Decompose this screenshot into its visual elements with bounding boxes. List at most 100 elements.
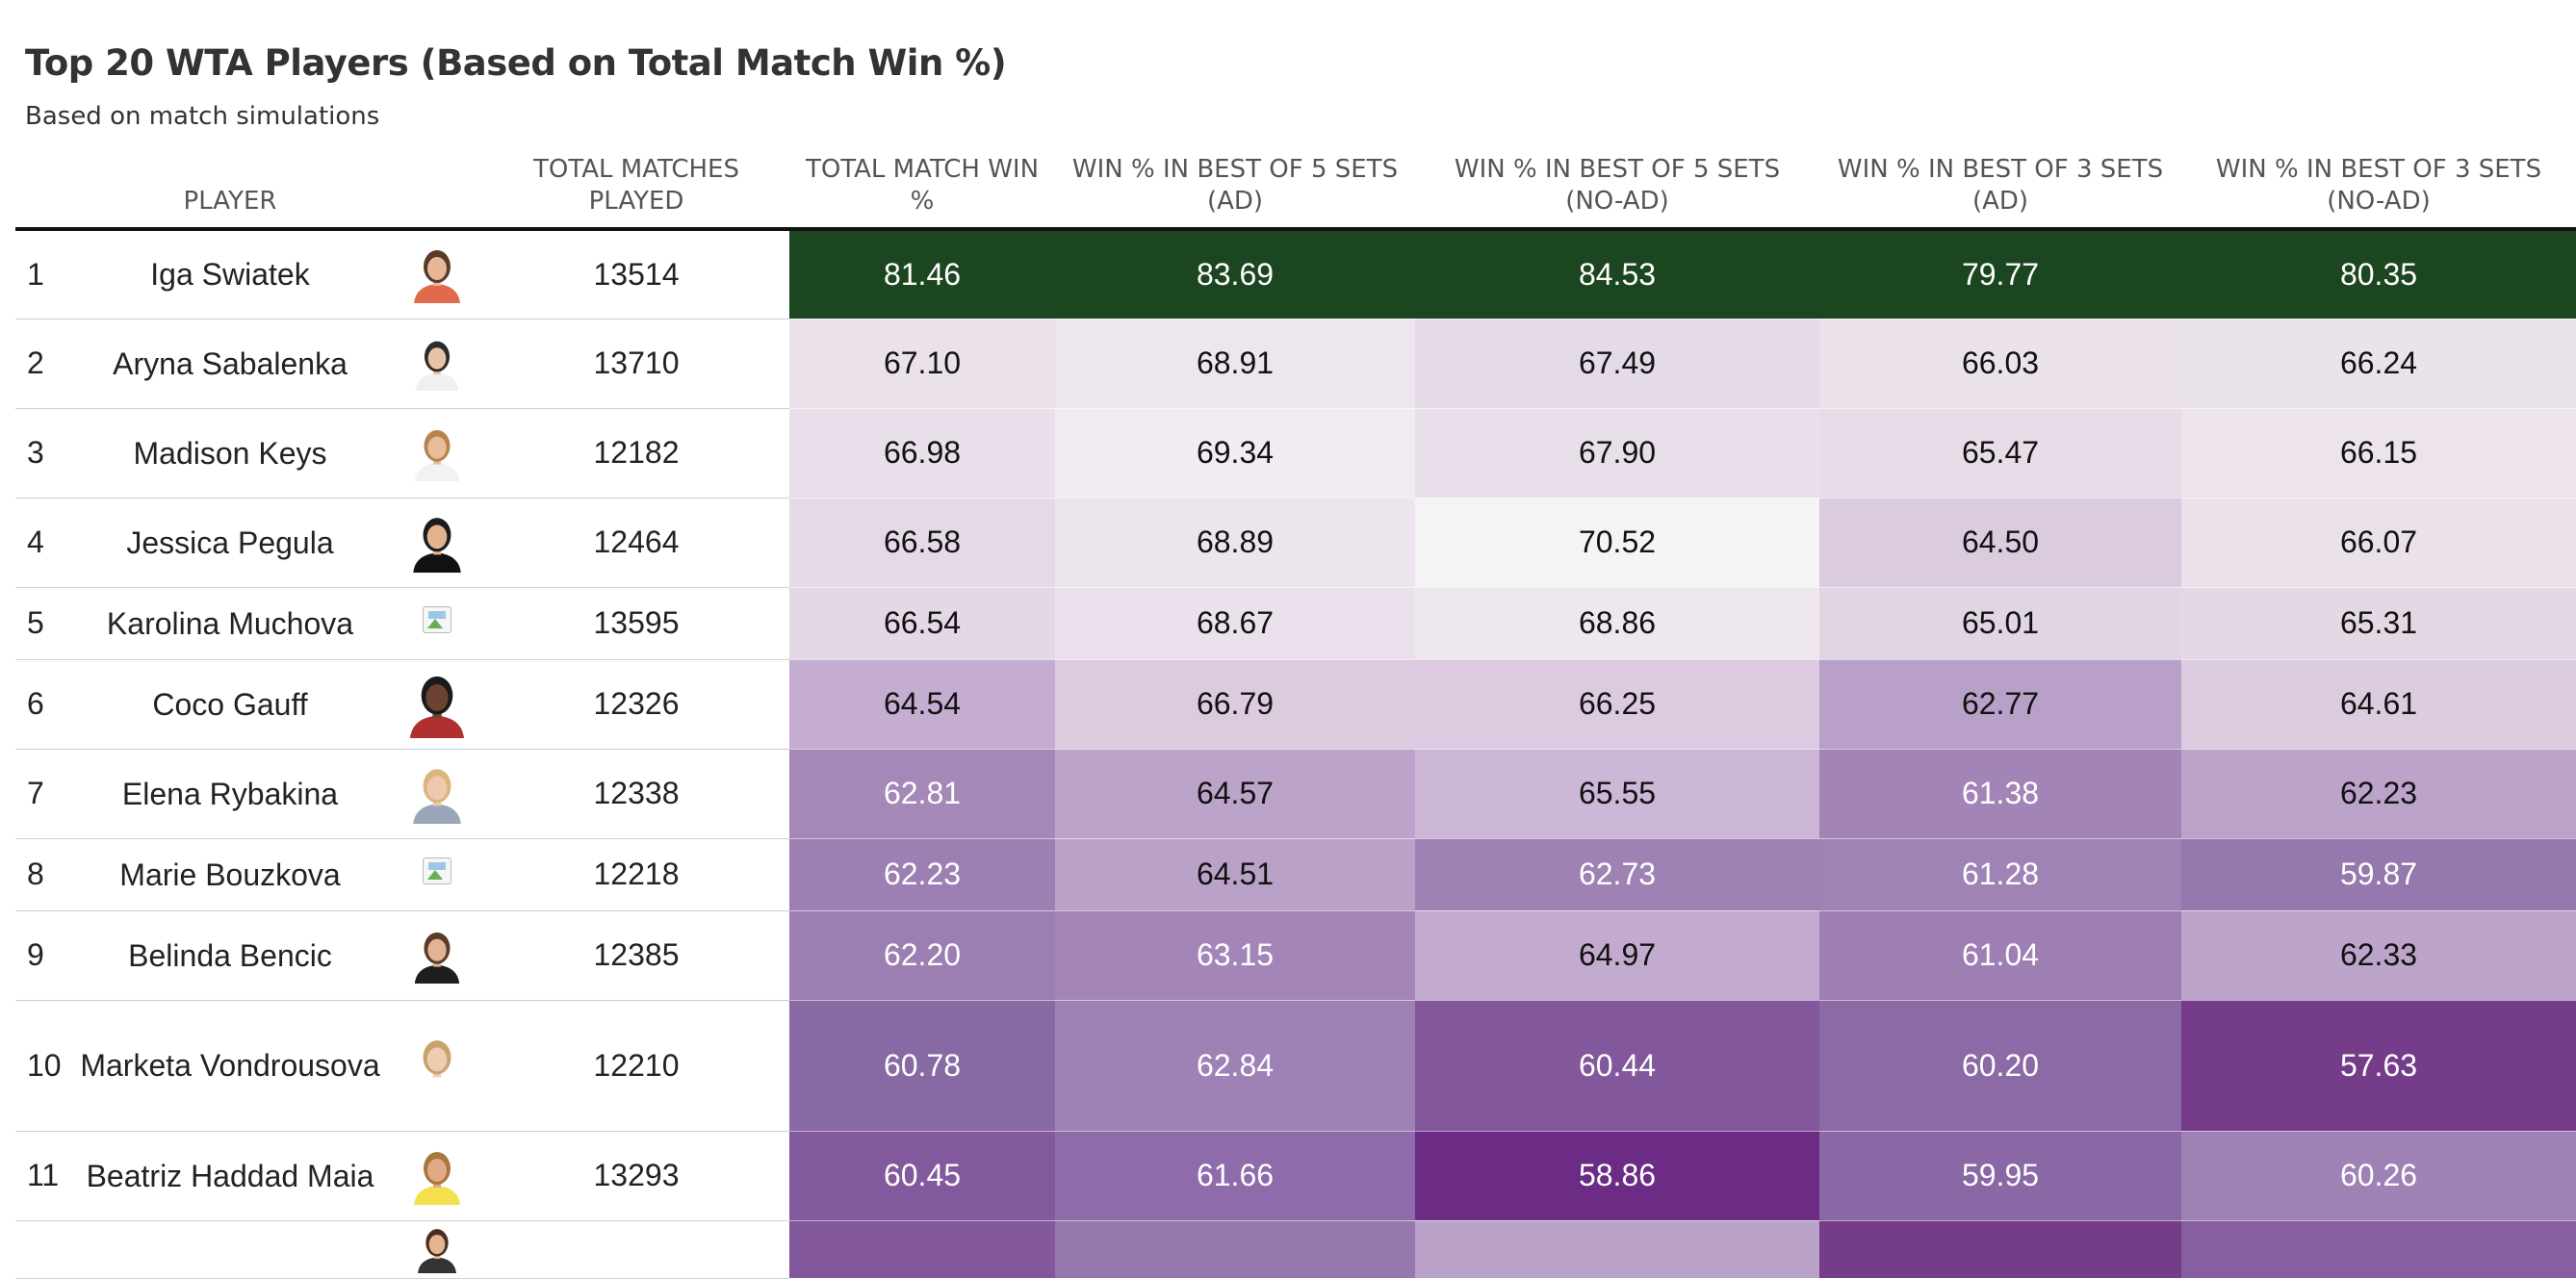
bo3-ad-cell: 79.77 <box>1819 229 2181 320</box>
player-image-cell <box>391 498 483 588</box>
player-name-cell: Elena Rybakina <box>69 749 391 839</box>
bo3-noad-cell: 66.24 <box>2181 319 2576 409</box>
bo5-noad-cell: 58.86 <box>1415 1131 1819 1221</box>
table-row: 3 Madison Keys 12182 66.98 69.34 67.90 65.47 66… <box>15 408 2576 499</box>
bo5-ad-cell: 61.66 <box>1055 1131 1415 1221</box>
player-name-cell <box>69 1220 391 1279</box>
total-match-win-cell: 60.45 <box>789 1131 1055 1221</box>
player-headshot <box>418 1229 456 1273</box>
bo5-noad-cell: 70.52 <box>1415 498 1819 588</box>
table-row: 6 Coco Gauff 12326 64.54 66.79 66.25 62.77 64.6… <box>15 659 2576 750</box>
bo5-noad-cell: 64.97 <box>1415 910 1819 1001</box>
bo5-noad-cell: 67.49 <box>1415 319 1819 409</box>
table-row: 11 Beatriz Haddad Maia 13293 60.45 61.66 58.8… <box>15 1131 2576 1221</box>
rank-cell: 4 <box>15 498 69 588</box>
matches-played-cell: 13514 <box>483 229 789 320</box>
rank-cell: 1 <box>15 229 69 320</box>
bo5-ad-cell: 64.51 <box>1055 838 1415 911</box>
table-subtitle: Based on match simulations <box>25 102 380 131</box>
table-header: PLAYER TOTAL MATCHES PLAYED TOTAL MATCH … <box>15 150 2576 231</box>
header-player: PLAYER <box>69 150 391 231</box>
total-match-win-cell: 62.81 <box>789 749 1055 839</box>
player-name-cell: Marie Bouzkova <box>69 838 391 911</box>
bo3-ad-cell: 62.77 <box>1819 659 2181 750</box>
bo5-ad-cell: 63.15 <box>1055 910 1415 1001</box>
bo5-ad-cell: 68.89 <box>1055 498 1415 588</box>
bo3-ad-cell: 65.01 <box>1819 587 2181 660</box>
player-name-cell: Iga Swiatek <box>69 229 391 320</box>
bo5-noad-cell: 68.86 <box>1415 587 1819 660</box>
bo3-noad-cell: 66.15 <box>2181 408 2576 499</box>
header-image <box>391 150 483 231</box>
bo3-noad-cell: 57.63 <box>2181 1000 2576 1132</box>
broken-image-icon <box>423 606 451 633</box>
matches-played-cell: 13595 <box>483 587 789 660</box>
bo3-noad-cell: 59.87 <box>2181 838 2576 911</box>
player-name-cell: Aryna Sabalenka <box>69 319 391 409</box>
players-table: PLAYER TOTAL MATCHES PLAYED TOTAL MATCH … <box>15 150 2576 1279</box>
player-name-cell: Madison Keys <box>69 408 391 499</box>
rank-cell <box>15 1220 69 1279</box>
matches-played-cell: 13293 <box>483 1131 789 1221</box>
bo5-ad-cell <box>1055 1220 1415 1279</box>
player-image-cell <box>391 229 483 320</box>
table-row: 5 Karolina Muchova 13595 66.54 68.67 68.86 65.… <box>15 587 2576 660</box>
table-row: 4 Jessica Pegula 12464 66.58 68.89 70.52 64.50… <box>15 498 2576 588</box>
bo3-ad-cell: 64.50 <box>1819 498 2181 588</box>
table-title: Top 20 WTA Players (Based on Total Match… <box>25 42 1007 84</box>
table-row: 8 Marie Bouzkova 12218 62.23 64.51 62.73 61.28… <box>15 838 2576 911</box>
player-name-cell: Belinda Bencic <box>69 910 391 1001</box>
bo5-ad-cell: 66.79 <box>1055 659 1415 750</box>
total-match-win-cell: 66.58 <box>789 498 1055 588</box>
matches-played-cell: 12464 <box>483 498 789 588</box>
table-row: 10 Marketa Vondrousova 12210 60.78 62.84 60.4… <box>15 1000 2576 1132</box>
player-headshot <box>414 429 460 481</box>
player-headshot <box>414 1151 460 1205</box>
player-headshot <box>413 517 461 573</box>
bo5-noad-cell: 62.73 <box>1415 838 1819 911</box>
player-name-cell: Jessica Pegula <box>69 498 391 588</box>
rank-cell: 10 <box>15 1000 69 1132</box>
bo5-noad-cell: 66.25 <box>1415 659 1819 750</box>
bo3-noad-cell: 62.23 <box>2181 749 2576 839</box>
header-bo3-noad: WIN % IN BEST OF 3 SETS (NO-AD) <box>2181 150 2576 231</box>
bo3-ad-cell: 60.20 <box>1819 1000 2181 1132</box>
matches-played-cell <box>483 1220 789 1279</box>
rank-cell: 11 <box>15 1131 69 1221</box>
header-total-matches-played: TOTAL MATCHES PLAYED <box>483 150 789 231</box>
total-match-win-cell: 81.46 <box>789 229 1055 320</box>
bo5-ad-cell: 68.91 <box>1055 319 1415 409</box>
player-image-cell <box>391 587 483 660</box>
player-headshot <box>415 341 459 391</box>
header-total-match-win: TOTAL MATCH WIN % <box>789 150 1055 231</box>
bo5-noad-cell: 60.44 <box>1415 1000 1819 1132</box>
player-headshot <box>414 932 460 984</box>
player-image-cell <box>391 1000 483 1132</box>
bo3-ad-cell: 61.38 <box>1819 749 2181 839</box>
bo5-ad-cell: 64.57 <box>1055 749 1415 839</box>
player-name-cell: Beatriz Haddad Maia <box>69 1131 391 1221</box>
player-headshot <box>413 1040 461 1095</box>
bo3-noad-cell: 60.26 <box>2181 1131 2576 1221</box>
player-headshot <box>410 676 464 738</box>
rank-cell: 9 <box>15 910 69 1001</box>
player-image-cell <box>391 319 483 409</box>
bo5-noad-cell <box>1415 1220 1819 1279</box>
player-image-cell <box>391 408 483 499</box>
player-image-cell <box>391 1131 483 1221</box>
total-match-win-cell: 62.23 <box>789 838 1055 911</box>
bo3-ad-cell: 61.04 <box>1819 910 2181 1001</box>
bo5-noad-cell: 67.90 <box>1415 408 1819 499</box>
bo3-noad-cell: 62.33 <box>2181 910 2576 1001</box>
table-body: 1 Iga Swiatek 13514 81.46 83.69 84.53 79.77 80.… <box>15 229 2576 1279</box>
matches-played-cell: 12210 <box>483 1000 789 1132</box>
rank-cell: 2 <box>15 319 69 409</box>
matches-played-cell: 12218 <box>483 838 789 911</box>
player-name-cell: Marketa Vondrousova <box>69 1000 391 1132</box>
rank-cell: 3 <box>15 408 69 499</box>
total-match-win-cell: 60.78 <box>789 1000 1055 1132</box>
table-row: 2 Aryna Sabalenka 13710 67.10 68.91 67.49 66.0… <box>15 319 2576 409</box>
player-name-cell: Karolina Muchova <box>69 587 391 660</box>
bo3-noad-cell: 66.07 <box>2181 498 2576 588</box>
table-row: 1 Iga Swiatek 13514 81.46 83.69 84.53 79.77 80.… <box>15 229 2576 320</box>
